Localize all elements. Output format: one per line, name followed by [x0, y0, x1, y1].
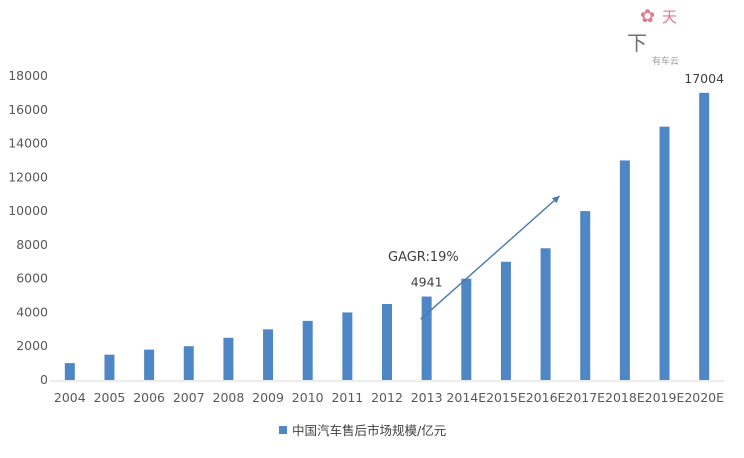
- x-tick-label: 2017E: [565, 390, 605, 405]
- trend-arrow-line: [420, 195, 561, 320]
- x-tick-label: 2007: [173, 390, 205, 405]
- y-tick-label: 16000: [8, 102, 48, 117]
- x-tick-label: 2006: [133, 390, 165, 405]
- x-tick-label: 2005: [94, 390, 126, 405]
- bar: [659, 126, 670, 381]
- x-tick-label: 2018E: [605, 390, 645, 405]
- bar: [64, 363, 75, 380]
- x-tick-label: 2011: [331, 390, 363, 405]
- watermark-text: 有车云: [652, 55, 679, 67]
- watermark-glyph: 下: [627, 31, 647, 55]
- x-tick-label: 2014E: [446, 390, 486, 405]
- bar: [302, 320, 313, 380]
- bar: [580, 211, 591, 380]
- bar: [342, 312, 353, 380]
- bar: [619, 160, 630, 380]
- legend-label: 中国汽车售后市场规模/亿元: [292, 423, 446, 438]
- bar: [183, 346, 194, 380]
- y-tick-label: 6000: [16, 271, 48, 286]
- bar: [461, 278, 472, 380]
- x-tick-label: 2020E: [684, 390, 724, 405]
- bar: [144, 349, 155, 380]
- y-tick-label: 8000: [16, 237, 48, 252]
- watermark-glyph: ✿: [640, 6, 655, 27]
- x-tick-label: 2008: [213, 390, 245, 405]
- x-tick-label: 2019E: [645, 390, 685, 405]
- x-tick-label: 2004: [54, 390, 86, 405]
- x-tick-label: 2012: [371, 390, 403, 405]
- x-tick-label: 2010: [292, 390, 324, 405]
- bar: [382, 304, 392, 380]
- trend-arrow-head-icon: [551, 195, 560, 204]
- y-tick-label: 18000: [8, 68, 48, 83]
- y-tick-label: 10000: [8, 203, 48, 218]
- bar: [699, 92, 710, 380]
- x-tick-label: 2009: [252, 390, 284, 405]
- y-tick-label: 14000: [8, 136, 48, 151]
- y-tick-label: 12000: [8, 169, 48, 184]
- bar: [421, 296, 432, 380]
- y-tick-label: 4000: [16, 304, 48, 319]
- data-label: 4941: [411, 275, 443, 290]
- bar: [104, 354, 115, 380]
- x-tick-label: 2016E: [526, 390, 566, 405]
- watermark-glyph: 天: [662, 8, 677, 26]
- data-label: 17004: [684, 71, 724, 86]
- bar: [223, 337, 234, 380]
- cagr-annotation: GAGR:19%: [388, 250, 459, 265]
- y-tick-label: 2000: [16, 338, 48, 353]
- watermark-logo: ✿ 天 下 有车云: [627, 6, 679, 67]
- bar: [540, 248, 551, 380]
- x-tick-label: 2013: [411, 390, 443, 405]
- bar: [500, 261, 511, 380]
- x-tick-label: 2015E: [486, 390, 526, 405]
- bar: [263, 329, 274, 380]
- y-tick-label: 0: [40, 372, 48, 387]
- legend-swatch: [279, 426, 287, 434]
